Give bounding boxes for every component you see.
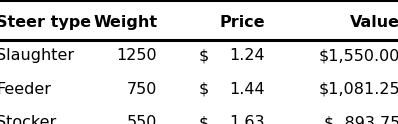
Text: $: $ — [199, 82, 209, 97]
Text: Feeder: Feeder — [0, 82, 51, 97]
Text: Weight: Weight — [93, 15, 157, 30]
Text: 1.44: 1.44 — [229, 82, 265, 97]
Text: $1,550.00: $1,550.00 — [319, 48, 398, 63]
Text: 1.63: 1.63 — [229, 115, 265, 124]
Text: $  893.75: $ 893.75 — [324, 115, 398, 124]
Text: 750: 750 — [127, 82, 157, 97]
Text: $1,081.25: $1,081.25 — [318, 82, 398, 97]
Text: 1250: 1250 — [117, 48, 157, 63]
Text: Stocker: Stocker — [0, 115, 56, 124]
Text: 550: 550 — [127, 115, 157, 124]
Text: Price: Price — [219, 15, 265, 30]
Text: Slaughter: Slaughter — [0, 48, 74, 63]
Text: Steer type: Steer type — [0, 15, 91, 30]
Text: $: $ — [199, 115, 209, 124]
Text: Value: Value — [350, 15, 398, 30]
Text: 1.24: 1.24 — [229, 48, 265, 63]
Text: $: $ — [199, 48, 209, 63]
